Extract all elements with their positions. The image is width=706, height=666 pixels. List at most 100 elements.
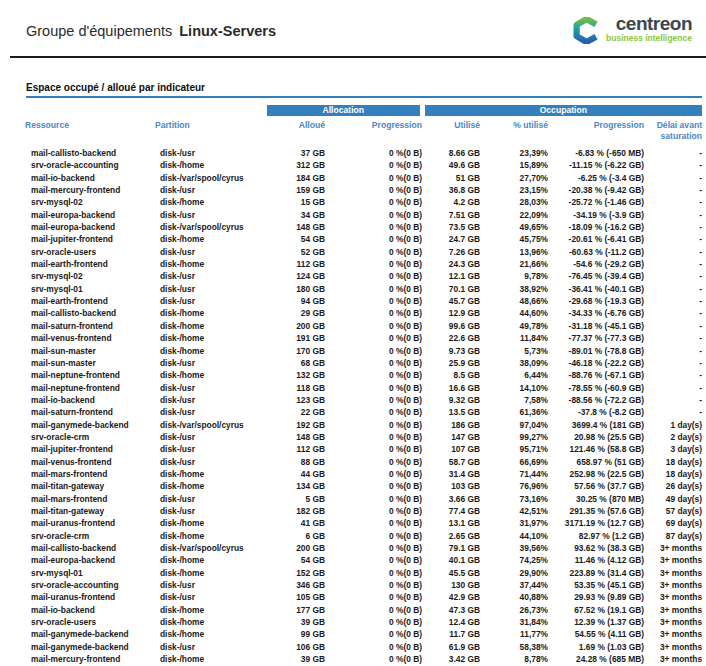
cell-allocated: 180 GB [267, 283, 325, 295]
cell-resource: mail-mercury-frontend [25, 184, 155, 196]
cell-used-pct: 48,66% [480, 295, 548, 307]
cell-alloc-progression: 0 %(0 B) [325, 159, 422, 171]
cell-partition: disk-/home [155, 653, 267, 665]
table-row: mail-neptune-frontenddisk-/usr118 GB0 %(… [25, 382, 702, 394]
cell-partition: disk-/var/spool/cyrus [155, 221, 267, 233]
cell-allocated: 200 GB [267, 320, 325, 332]
cell-partition: disk-/home [155, 345, 267, 357]
col-header-partition: Partition [155, 116, 267, 147]
cell-occ-progression: -77.37 % (-77.3 GB) [548, 332, 644, 344]
cell-partition: disk-/home [155, 554, 267, 566]
table-row: mail-venus-frontenddisk-/home191 GB0 %(0… [25, 332, 702, 344]
col-header-pct-utilise: % utilisé [480, 116, 548, 147]
cell-used: 11.7 GB [422, 628, 480, 640]
cell-alloc-progression: 0 %(0 B) [325, 419, 422, 431]
cell-used: 70.1 GB [422, 283, 480, 295]
cell-resource: mail-europa-backend [25, 221, 155, 233]
cell-occ-progression: -25.72 % (-1.46 GB) [548, 196, 644, 208]
table-row: srv-mysql-01disk-/usr180 GB0 %(0 B)70.1 … [25, 283, 702, 295]
cell-resource: mail-saturn-frontend [25, 320, 155, 332]
group-header-spacer [25, 105, 267, 116]
cell-resource: srv-oracle-accounting [25, 159, 155, 171]
cell-occ-progression: -34.19 % (-3.9 GB) [548, 209, 644, 221]
cell-saturation-delay: - [644, 345, 702, 357]
group-header-occupation: Occupation [422, 105, 702, 116]
cell-allocated: 99 GB [267, 628, 325, 640]
cell-used: 4.2 GB [422, 196, 480, 208]
cell-saturation-delay: 69 day(s) [644, 517, 702, 529]
cell-occ-progression: 29.93 % (9.89 GB) [548, 591, 644, 603]
cell-occ-progression: 20.98 % (25.5 GB) [548, 431, 644, 443]
cell-used: 73.5 GB [422, 221, 480, 233]
cell-alloc-progression: 0 %(0 B) [325, 431, 422, 443]
cell-used: 25.9 GB [422, 357, 480, 369]
table-row: mail-callisto-backenddisk-/var/spool/cyr… [25, 542, 702, 554]
cell-occ-progression: -36.41 % (-40.1 GB) [548, 283, 644, 295]
cell-occ-progression: 11.46 % (4.12 GB) [548, 554, 644, 566]
cell-used: 3.66 GB [422, 493, 480, 505]
cell-used-pct: 31,84% [480, 616, 548, 628]
cell-saturation-delay: - [644, 283, 702, 295]
cell-resource: mail-callisto-backend [25, 307, 155, 319]
cell-resource: mail-sun-master [25, 345, 155, 357]
cell-occ-progression: 57.56 % (37.7 GB) [548, 480, 644, 492]
cell-used: 40.1 GB [422, 554, 480, 566]
cell-used-pct: 23,39% [480, 147, 548, 159]
cell-saturation-delay: 49 day(s) [644, 493, 702, 505]
cell-occ-progression: 24.28 % (685 MB) [548, 653, 644, 665]
table-row: mail-jupiter-frontenddisk-/home54 GB0 %(… [25, 233, 702, 245]
cell-used: 42.9 GB [422, 591, 480, 603]
cell-partition: disk-/usr [155, 246, 267, 258]
cell-allocated: 148 GB [267, 431, 325, 443]
cell-used-pct: 38,09% [480, 357, 548, 369]
cell-resource: srv-oracle-accounting [25, 579, 155, 591]
cell-alloc-progression: 0 %(0 B) [325, 517, 422, 529]
col-header-utilise: Utilisé [422, 116, 480, 147]
cell-saturation-delay: - [644, 209, 702, 221]
cell-saturation-delay: 3+ months [644, 567, 702, 579]
cell-partition: disk-/usr [155, 493, 267, 505]
table-row: mail-mercury-frontenddisk-/home39 GB0 %(… [25, 653, 702, 665]
cell-occ-progression: -88.76 % (-67.1 GB) [548, 369, 644, 381]
cell-occ-progression: 82.97 % (1.2 GB) [548, 530, 644, 542]
cell-alloc-progression: 0 %(0 B) [325, 505, 422, 517]
cell-partition: disk-/var/spool/cyrus [155, 419, 267, 431]
cell-alloc-progression: 0 %(0 B) [325, 604, 422, 616]
cell-saturation-delay: 1 day(s) [644, 419, 702, 431]
cell-resource: mail-europa-backend [25, 554, 155, 566]
cell-saturation-delay: 26 day(s) [644, 480, 702, 492]
cell-allocated: 39 GB [267, 616, 325, 628]
cell-used: 8.5 GB [422, 369, 480, 381]
cell-resource: mail-jupiter-frontend [25, 233, 155, 245]
centreon-logo-icon [573, 17, 600, 44]
cell-alloc-progression: 0 %(0 B) [325, 591, 422, 603]
cell-allocated: 159 GB [267, 184, 325, 196]
cell-resource: srv-mysql-01 [25, 283, 155, 295]
cell-used-pct: 95,71% [480, 443, 548, 455]
table-row: srv-oracle-accountingdisk-/home312 GB0 %… [25, 159, 702, 171]
cell-used: 16.6 GB [422, 382, 480, 394]
cell-occ-progression: 1.69 % (1.03 GB) [548, 641, 644, 653]
cell-used-pct: 49,65% [480, 221, 548, 233]
cell-used: 47.3 GB [422, 604, 480, 616]
cell-used-pct: 11,84% [480, 332, 548, 344]
table-row: mail-europa-backenddisk-/home54 GB0 %(0 … [25, 554, 702, 566]
cell-used-pct: 37,44% [480, 579, 548, 591]
cell-resource: srv-oracle-users [25, 616, 155, 628]
table-row: srv-mysql-02disk-/usr124 GB0 %(0 B)12.1 … [25, 270, 702, 282]
cell-resource: srv-mysql-01 [25, 567, 155, 579]
cell-saturation-delay: 3 day(s) [644, 443, 702, 455]
cell-resource: mail-venus-frontend [25, 332, 155, 344]
cell-resource: mail-europa-backend [25, 209, 155, 221]
cell-allocated: 94 GB [267, 295, 325, 307]
table-row: mail-europa-backenddisk-/usr34 GB0 %(0 B… [25, 209, 702, 221]
cell-saturation-delay: - [644, 172, 702, 184]
cell-resource: srv-mysql-02 [25, 196, 155, 208]
cell-occ-progression: -20.38 % (-9.42 GB) [548, 184, 644, 196]
col-header-alloue: Alloué [267, 116, 325, 147]
table-row: mail-uranus-frontenddisk-/home41 GB0 %(0… [25, 517, 702, 529]
cell-used: 58.7 GB [422, 456, 480, 468]
cell-allocated: 15 GB [267, 196, 325, 208]
cell-partition: disk-/home [155, 480, 267, 492]
cell-used-pct: 29,90% [480, 567, 548, 579]
